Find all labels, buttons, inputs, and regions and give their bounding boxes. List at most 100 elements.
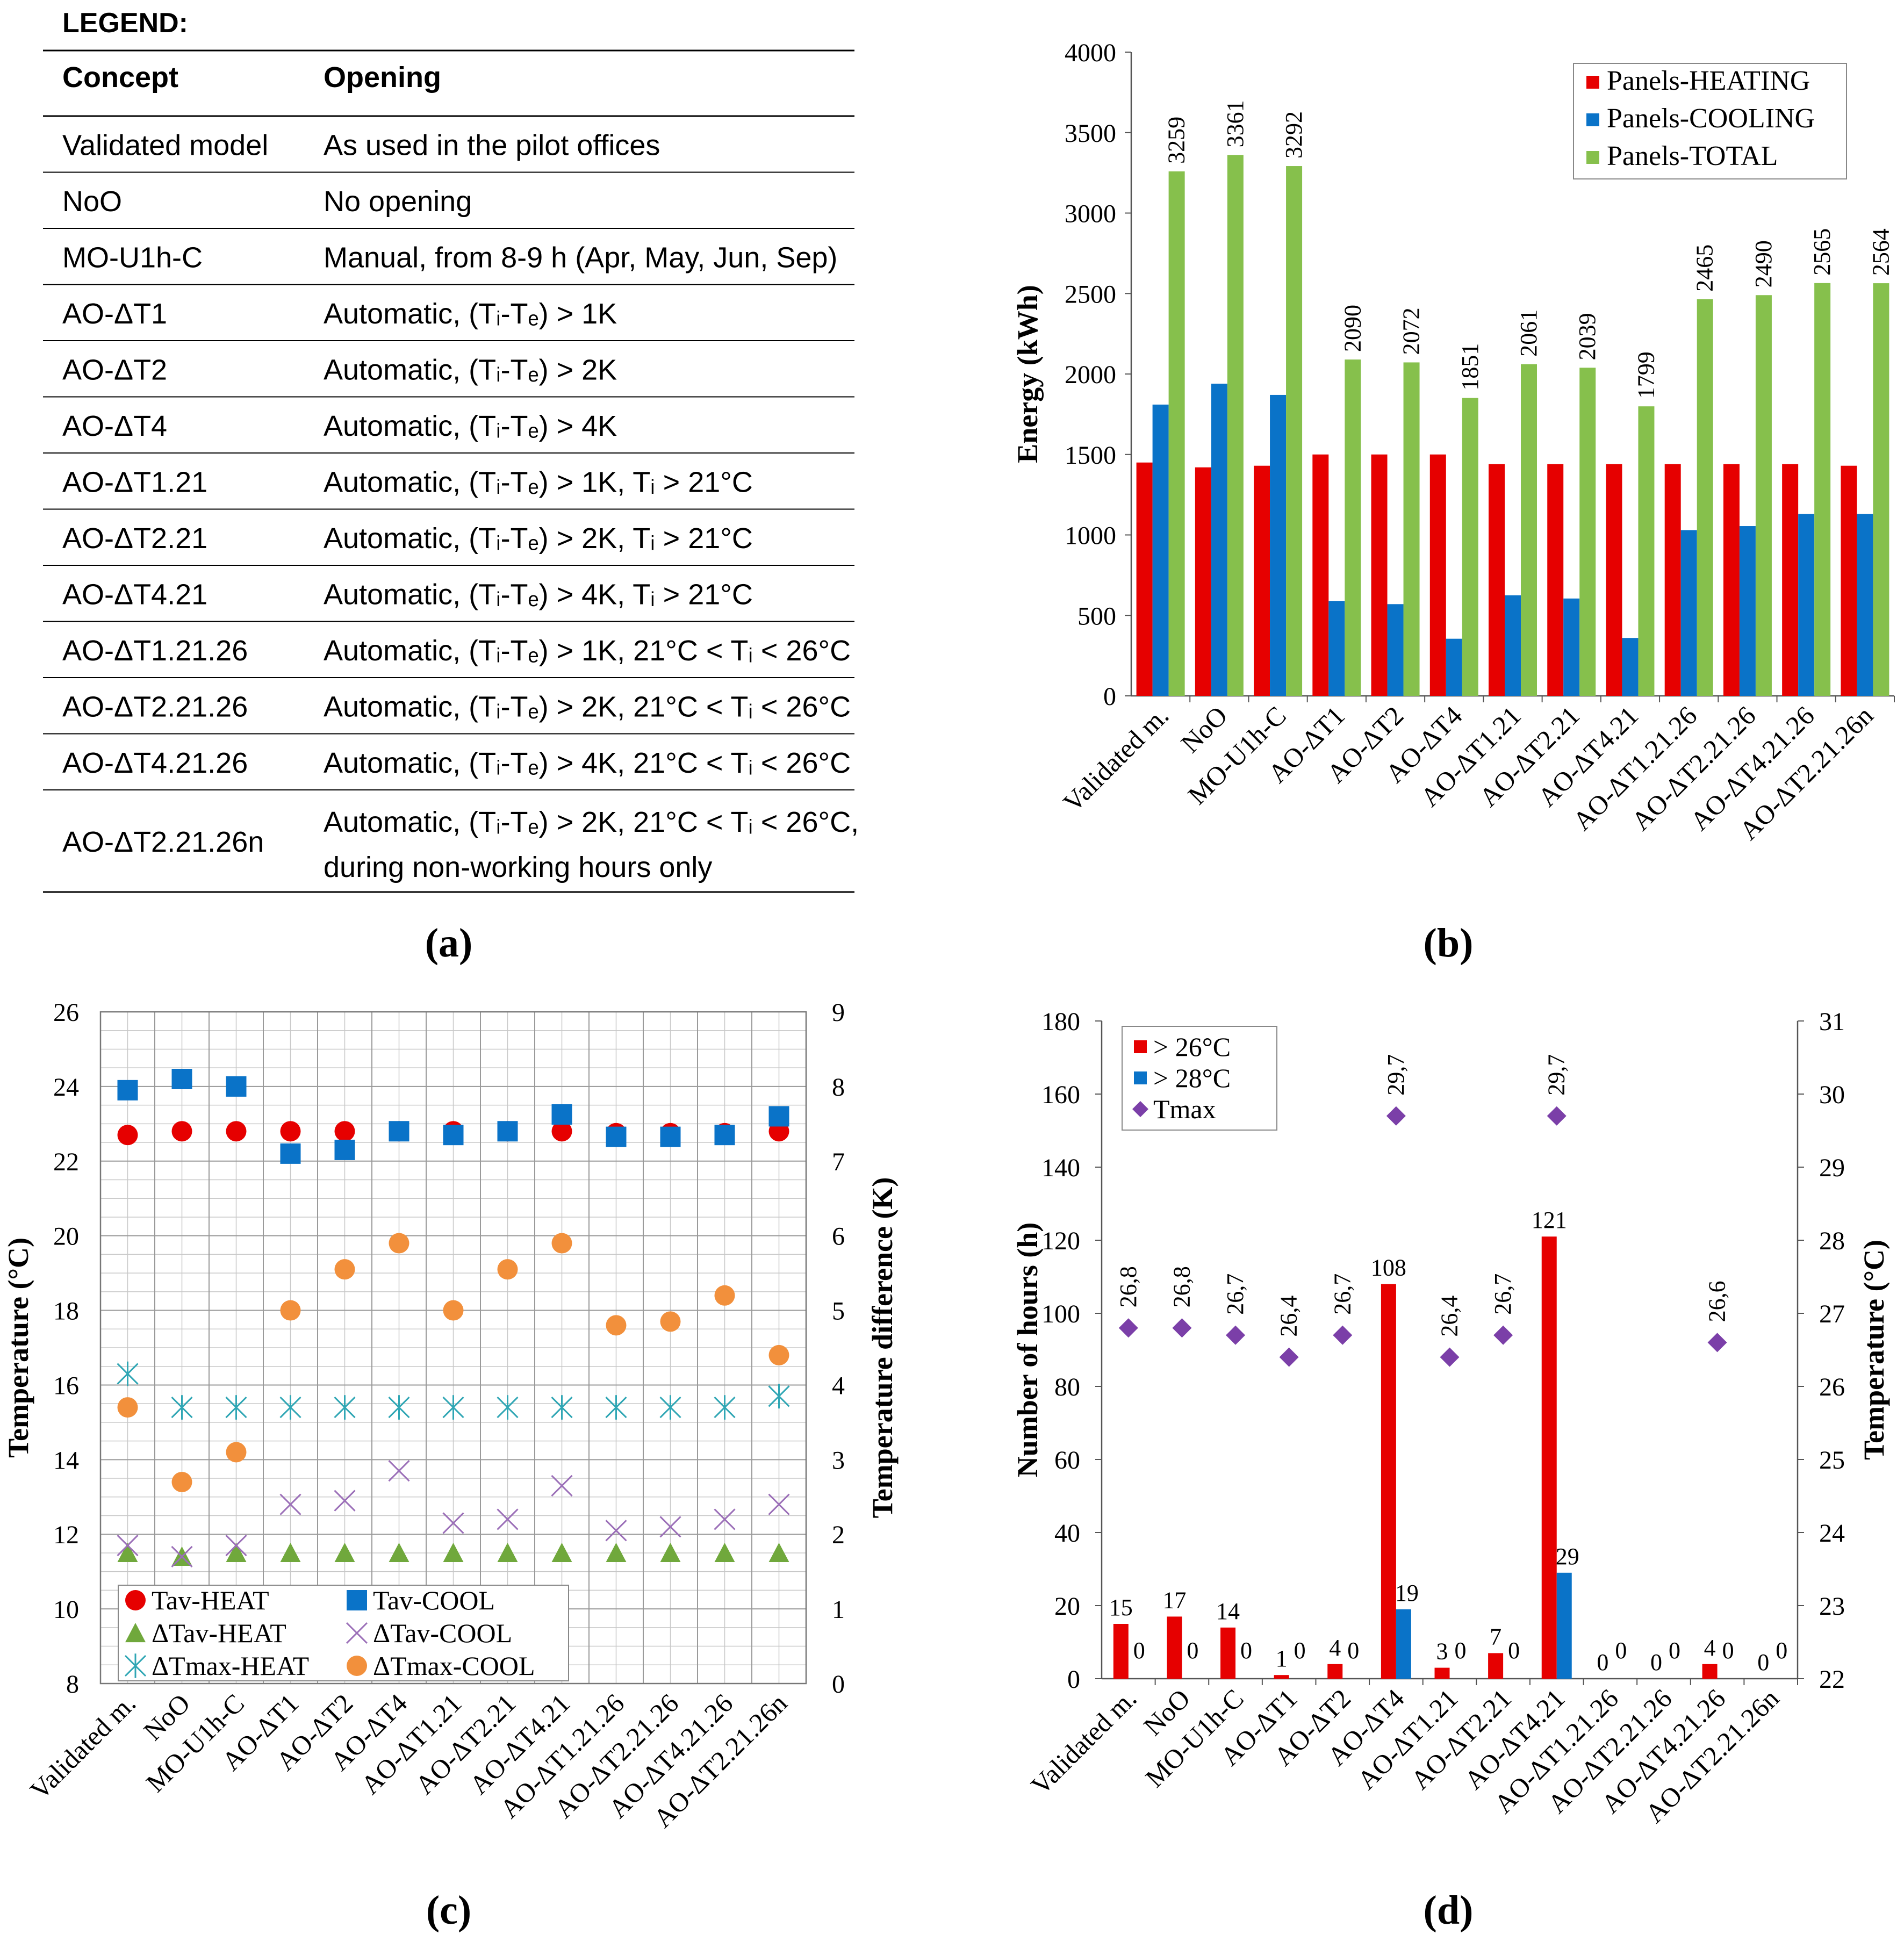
y-right-tick-label: 29 <box>1819 1154 1845 1182</box>
label-over-28: 0 <box>1669 1637 1680 1664</box>
y-tick-label: 2500 <box>1065 280 1116 308</box>
point-δtav-cool <box>334 1490 356 1512</box>
point-tav-heat <box>171 1121 192 1142</box>
row-opening: Automatic, (Tᵢ-Tₑ) > 4K, Tᵢ > 21°C <box>324 578 753 610</box>
point-tav-cool <box>389 1121 409 1142</box>
point-δtav-heat <box>389 1542 409 1563</box>
y-right-tick-label: 6 <box>832 1222 845 1251</box>
label-tmax: 26,7 <box>1329 1274 1355 1315</box>
legend-label: ΔTav-HEAT <box>152 1618 286 1648</box>
panel-label: (d) <box>1424 1888 1474 1933</box>
panel-a-legend-table: LEGEND: Concept Opening Validated model As u… <box>43 8 859 893</box>
y-left-tick-label: 40 <box>1054 1519 1080 1548</box>
bar-panels-cooling <box>1211 383 1227 696</box>
label-over-26: 0 <box>1757 1649 1769 1675</box>
point-δtav-cool <box>605 1520 627 1542</box>
legend-marker <box>347 1656 367 1676</box>
y-left-tick-label: 14 <box>53 1446 79 1475</box>
y-left-tick-label: 120 <box>1041 1227 1080 1255</box>
point-tav-heat <box>280 1121 301 1142</box>
panel-d-hours-chart: 0204060801001201401601802223242526272829… <box>1011 1008 1890 1829</box>
y-right-tick-label: 9 <box>832 998 845 1027</box>
y-right-tick-label: 25 <box>1819 1446 1845 1475</box>
bar-panels-heating <box>1841 465 1857 696</box>
y-right-tick-label: 5 <box>832 1297 845 1326</box>
point-δtav-cool <box>171 1545 193 1567</box>
legend-label: ΔTmax-HEAT <box>152 1651 309 1681</box>
legend-label: Tav-COOL <box>373 1585 495 1615</box>
bar-panels-total <box>1873 283 1889 696</box>
row-opening: Automatic, (Tᵢ-Tₑ) > 4K, 21°C < Tᵢ < 26°… <box>324 747 851 779</box>
y-left-tick-label: 160 <box>1041 1081 1080 1109</box>
label-over-28: 0 <box>1133 1637 1145 1664</box>
legend-swatch <box>1134 1071 1147 1084</box>
bar-panels-cooling <box>1563 598 1580 696</box>
y-right-tick-label: 26 <box>1819 1373 1845 1401</box>
point-δtmax-cool <box>714 1285 735 1306</box>
label-over-26: 14 <box>1216 1598 1240 1624</box>
label-tmax: 26,8 <box>1115 1266 1141 1307</box>
legend-marker <box>347 1590 367 1610</box>
label-tmax: 26,4 <box>1276 1296 1302 1337</box>
point-δtmax-cool <box>660 1311 681 1332</box>
y-right-tick-label: 7 <box>832 1148 845 1176</box>
y-right-tick-label: 24 <box>1819 1519 1845 1548</box>
legend-label: Tav-HEAT <box>152 1585 269 1615</box>
bar-panels-total <box>1227 155 1244 696</box>
bar-panels-total <box>1345 359 1361 696</box>
point-δtmax-heat <box>551 1395 573 1420</box>
bar-panels-heating <box>1136 462 1153 696</box>
point-δtav-heat <box>117 1542 138 1563</box>
point-δtmax-cool <box>226 1442 247 1463</box>
point-δtav-cool <box>768 1493 790 1515</box>
y-left-tick-label: 12 <box>53 1521 79 1549</box>
row-opening: Automatic, (Tᵢ-Tₑ) > 1K, Tᵢ > 21°C <box>324 466 753 498</box>
point-δtav-cool <box>388 1460 410 1482</box>
y-tick-label: 3000 <box>1065 200 1116 228</box>
label-tmax: 26,7 <box>1222 1274 1248 1315</box>
y-right-title: Temperature difference (K) <box>866 1177 899 1519</box>
data-label-total: 1799 <box>1633 351 1659 399</box>
point-tav-heat <box>226 1121 247 1142</box>
label-over-26: 1 <box>1276 1645 1288 1672</box>
panel-c-temperature-chart: 81012141618202224260123456789Temperature… <box>2 998 899 1833</box>
legend-marker <box>1132 1101 1148 1117</box>
x-tick-label: Validated m. <box>1025 1683 1142 1800</box>
row-opening: Automatic, (Tᵢ-Tₑ) > 2K <box>324 354 617 386</box>
point-δtmax-heat <box>279 1395 301 1420</box>
label-tmax: 29,7 <box>1543 1054 1570 1096</box>
data-label-total: 2565 <box>1809 228 1835 276</box>
y-right-title: Temperature (°C) <box>1858 1240 1890 1460</box>
data-label-total: 2564 <box>1867 228 1894 276</box>
bar-over-26 <box>1702 1664 1718 1679</box>
point-δtav-heat <box>768 1542 789 1563</box>
label-over-26: 4 <box>1329 1635 1341 1661</box>
y-tick-label: 2000 <box>1065 361 1116 389</box>
y-right-tick-label: 30 <box>1819 1081 1845 1109</box>
row-opening: Automatic, (Tᵢ-Tₑ) > 1K <box>324 298 617 330</box>
bar-panels-heating <box>1723 464 1740 696</box>
point-tav-cool <box>117 1080 138 1101</box>
bar-panels-heating <box>1429 454 1446 696</box>
label-over-26: 17 <box>1162 1587 1186 1613</box>
y-right-tick-label: 23 <box>1819 1592 1845 1621</box>
bar-over-28 <box>1396 1609 1411 1679</box>
bar-over-26 <box>1541 1236 1557 1679</box>
panel-label: (a) <box>425 920 473 966</box>
point-δtmax-cool <box>389 1233 409 1254</box>
point-tav-cool <box>606 1126 627 1147</box>
y-tick-label: 3500 <box>1065 119 1116 148</box>
bar-over-28 <box>1556 1572 1572 1679</box>
legend-marker <box>125 1623 146 1643</box>
point-δtav-cool <box>442 1512 464 1534</box>
row-opening: No opening <box>324 185 472 218</box>
bar-panels-total <box>1403 362 1420 696</box>
y-left-tick-label: 24 <box>53 1073 79 1102</box>
point-δtmax-cool <box>280 1300 301 1321</box>
point-δtmax-heat <box>768 1384 790 1409</box>
point-δtmax-cool <box>443 1300 464 1321</box>
y-left-tick-label: 60 <box>1054 1446 1080 1475</box>
legend-label: ΔTmax-COOL <box>373 1651 535 1681</box>
